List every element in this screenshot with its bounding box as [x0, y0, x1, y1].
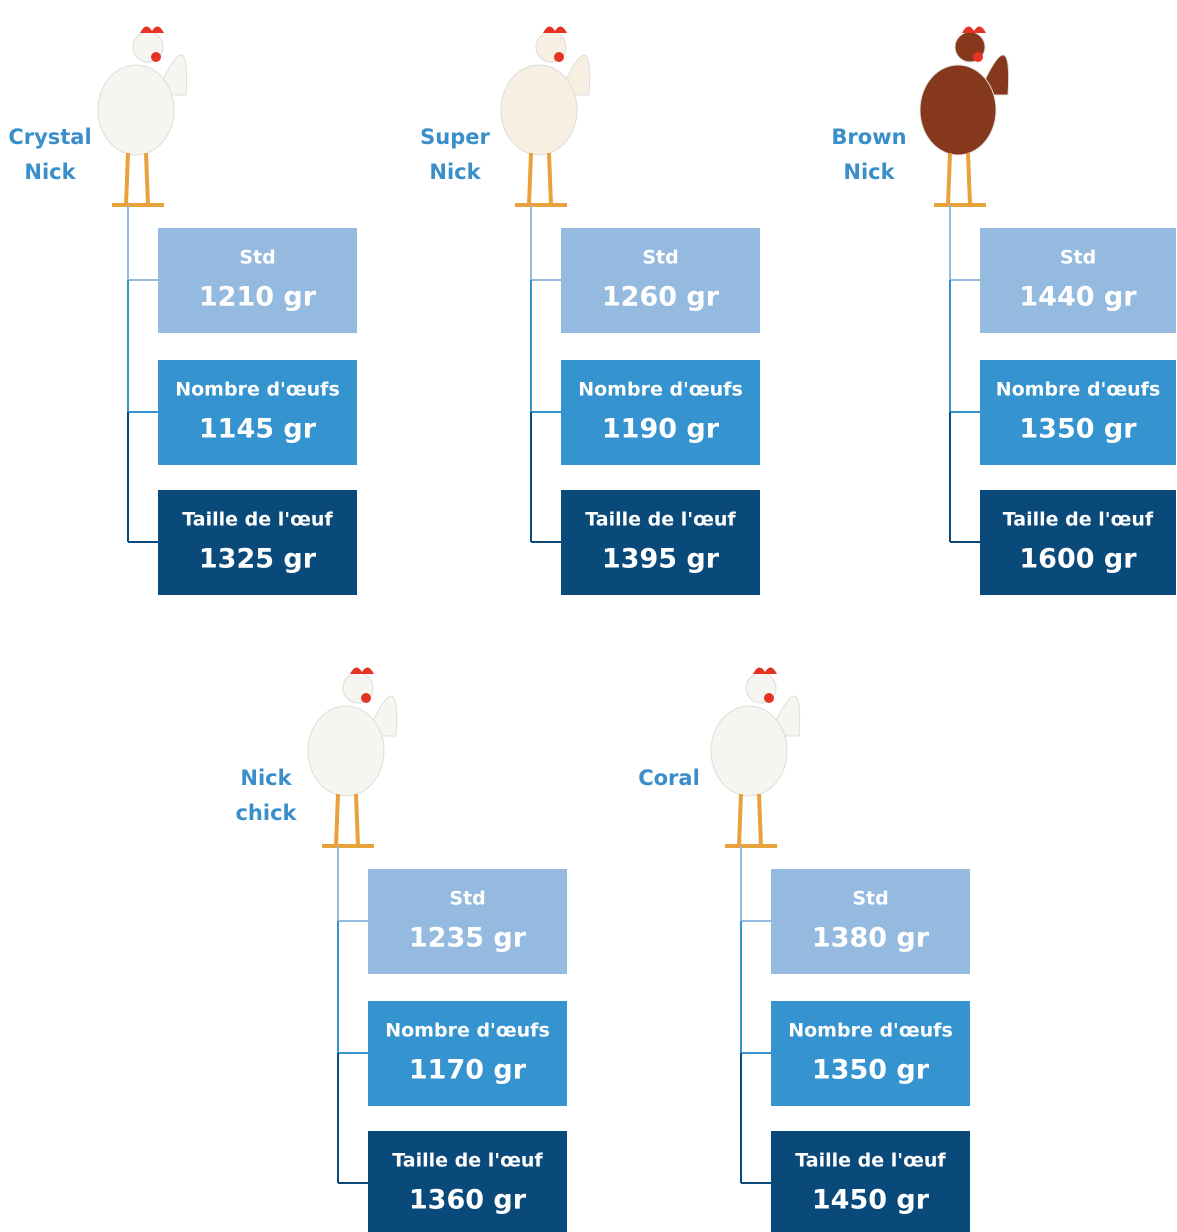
breed-card: Nick chick Std 1235 gr Nombre d'œufs 1170 gr T…: [235, 667, 567, 1232]
stat-box: [980, 490, 1176, 595]
stat-value: 1450 gr: [812, 1185, 930, 1216]
body: [919, 64, 997, 156]
legs: [112, 152, 164, 207]
stat-box: [771, 869, 970, 974]
comb: [753, 667, 777, 674]
stat-label: Taille de l'œuf: [795, 1150, 946, 1172]
breed-name: Nick: [843, 160, 895, 184]
legs: [725, 793, 777, 848]
stat-label: Nombre d'œufs: [385, 1020, 550, 1042]
stat-value: 1395 gr: [602, 544, 720, 575]
body: [97, 64, 175, 156]
stat-label: Taille de l'œuf: [392, 1150, 543, 1172]
stat-value: 1145 gr: [199, 414, 317, 445]
stat-box: [158, 360, 357, 465]
stat-box: [368, 869, 567, 974]
stat-box: [561, 360, 760, 465]
stat-value: 1260 gr: [602, 282, 720, 313]
stat-label: Std: [852, 888, 888, 910]
stat-box: [368, 1131, 567, 1232]
legs: [934, 152, 986, 207]
stat-box: [368, 1001, 567, 1106]
comb: [543, 26, 567, 33]
chicken-image: [500, 26, 591, 207]
breed-name: Nick: [429, 160, 481, 184]
chicken-image: [710, 667, 801, 848]
breed-name: Brown: [831, 125, 906, 149]
wattle: [554, 52, 564, 62]
breed-name: Nick: [240, 766, 292, 790]
stat-value: 1350 gr: [1019, 414, 1137, 445]
breed-name: Crystal: [8, 125, 91, 149]
body: [307, 705, 385, 797]
comb: [140, 26, 164, 33]
stat-box: [771, 1131, 970, 1232]
body: [500, 64, 578, 156]
stat-label: Std: [449, 888, 485, 910]
stat-value: 1210 gr: [199, 282, 317, 313]
legs: [515, 152, 567, 207]
stat-label: Std: [239, 247, 275, 269]
stat-value: 1190 gr: [602, 414, 720, 445]
stat-value: 1380 gr: [812, 923, 930, 954]
breed-card: Crystal Nick Std 1210 gr Nombre d'œufs 1145 g…: [8, 26, 357, 595]
stat-label: Std: [642, 247, 678, 269]
breed-name: Super: [420, 125, 490, 149]
body: [710, 705, 788, 797]
stat-value: 1600 gr: [1019, 544, 1137, 575]
stat-label: Taille de l'œuf: [1003, 509, 1154, 531]
chicken-image: [97, 26, 188, 207]
breed-card: Brown Nick Std 1440 gr Nombre d'œufs 1350 gr T…: [831, 26, 1176, 595]
stat-value: 1360 gr: [409, 1185, 527, 1216]
stat-label: Std: [1060, 247, 1096, 269]
stat-box: [561, 228, 760, 333]
wattle: [764, 693, 774, 703]
comb: [962, 26, 986, 33]
stat-value: 1170 gr: [409, 1055, 527, 1086]
breed-card: Coral Std 1380 gr Nombre d'œufs 1350 gr Taill…: [638, 667, 970, 1232]
chicken-image: [307, 667, 398, 848]
stat-value: 1350 gr: [812, 1055, 930, 1086]
stat-label: Taille de l'œuf: [585, 509, 736, 531]
stat-value: 1325 gr: [199, 544, 317, 575]
stat-label: Nombre d'œufs: [578, 379, 743, 401]
stat-box: [158, 490, 357, 595]
breed-name: Coral: [638, 766, 700, 790]
stat-box: [158, 228, 357, 333]
stat-label: Nombre d'œufs: [788, 1020, 953, 1042]
stat-box: [771, 1001, 970, 1106]
stat-value: 1440 gr: [1019, 282, 1137, 313]
breed-card: Super Nick Std 1260 gr Nombre d'œufs 1190 gr T…: [420, 26, 760, 595]
breed-name: Nick: [24, 160, 76, 184]
stat-value: 1235 gr: [409, 923, 527, 954]
stat-label: Taille de l'œuf: [182, 509, 333, 531]
stat-box: [980, 360, 1176, 465]
stat-label: Nombre d'œufs: [996, 379, 1161, 401]
stat-box: [561, 490, 760, 595]
legs: [322, 793, 374, 848]
chicken-image: [919, 26, 1010, 207]
comb: [350, 667, 374, 674]
wattle: [361, 693, 371, 703]
breed-name: chick: [235, 801, 297, 825]
wattle: [973, 52, 983, 62]
wattle: [151, 52, 161, 62]
stat-box: [980, 228, 1176, 333]
stat-label: Nombre d'œufs: [175, 379, 340, 401]
